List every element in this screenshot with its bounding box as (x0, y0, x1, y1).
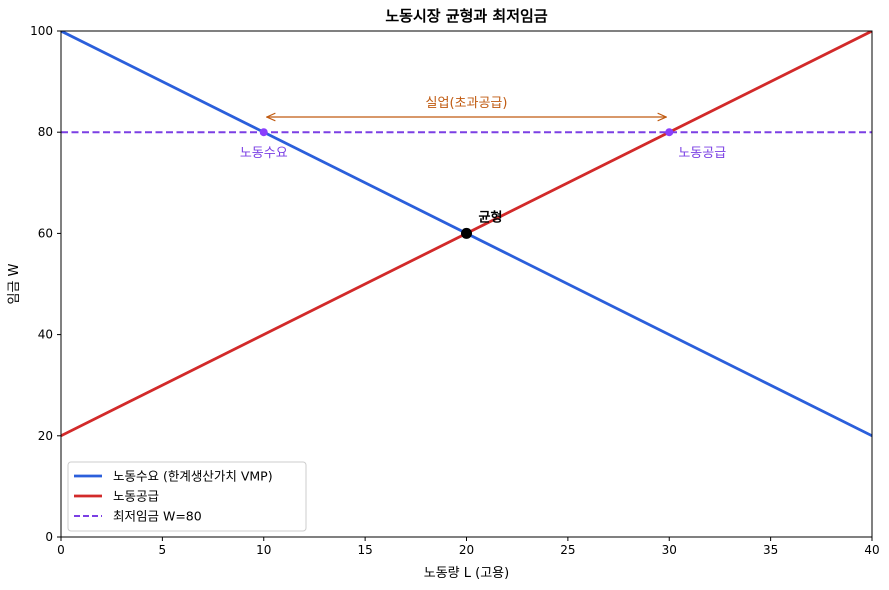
legend-label-1: 노동공급 (113, 489, 159, 504)
x-tick-label: 10 (256, 543, 271, 557)
y-tick-label: 40 (38, 328, 53, 342)
x-tick-label: 35 (763, 543, 778, 557)
y-tick-label: 60 (38, 226, 53, 240)
x-tick-label: 25 (560, 543, 575, 557)
legend-label-2: 최저임금 W=80 (113, 509, 202, 524)
chart-title: 노동시장 균형과 최저임금 (385, 7, 547, 25)
x-tick-label: 20 (459, 543, 474, 557)
y-tick-label: 80 (38, 125, 53, 139)
x-tick-label: 15 (357, 543, 372, 557)
point-marker-0 (461, 227, 472, 239)
x-tick-label: 30 (662, 543, 677, 557)
x-tick-label: 40 (864, 543, 879, 557)
x-axis-label: 노동량 L (고용) (424, 566, 509, 581)
point-marker-1 (259, 128, 268, 137)
point-label-1: 노동수요 (240, 146, 288, 161)
y-tick-label: 0 (45, 530, 53, 544)
plot-area: 0 5 10 15 20 25 30 35 40020406080100실업(초과공급)균형노동… (30, 24, 880, 557)
x-tick-label: 0 (57, 543, 65, 557)
y-tick-label: 20 (38, 429, 53, 443)
point-label-2: 노동공급 (678, 146, 726, 161)
unemployment-label: 실업(초과공급) (426, 96, 508, 111)
legend-box (67, 461, 307, 532)
point-label-0: 균형 (479, 209, 503, 225)
legend-label-0: 노동수요 (한계생산가치 VMP) (113, 469, 273, 484)
point-marker-2 (665, 128, 674, 137)
y-tick-label: 100 (30, 24, 53, 38)
x-tick-label: 5 (159, 543, 167, 557)
y-axis-label: 임금 W (7, 263, 22, 304)
